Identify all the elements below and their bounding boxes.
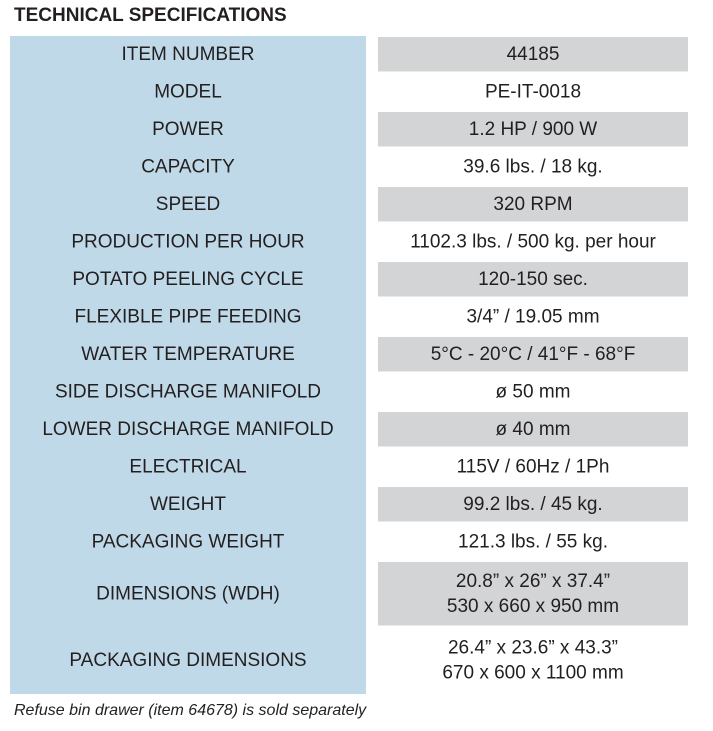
spec-value: 320 RPM [493,194,572,215]
value-cell [378,412,688,447]
spec-label: ELECTRICAL [129,456,246,477]
spec-value: 670 x 600 x 1100 mm [442,662,623,683]
spec-value: 44185 [507,44,560,65]
spec-label: MODEL [154,81,222,102]
spec-value: 120-150 sec. [478,269,588,290]
spec-value: 530 x 660 x 950 mm [447,596,619,617]
value-cell [378,187,688,222]
title: TECHNICAL SPECIFICATIONS [14,5,287,26]
value-cell [378,112,688,147]
spec-value: 3/4” / 19.05 mm [466,306,599,327]
spec-label: SPEED [156,194,220,215]
spec-value: 1.2 HP / 900 W [469,119,598,140]
spec-label: LOWER DISCHARGE MANIFOLD [42,419,333,440]
spec-label: WEIGHT [150,494,226,515]
spec-label: DIMENSIONS (WDH) [96,583,280,604]
spec-label: CAPACITY [141,156,235,177]
spec-value: 99.2 lbs. / 45 kg. [463,494,602,515]
spec-label: PACKAGING DIMENSIONS [69,650,306,671]
value-cell [378,487,688,522]
spec-label: SIDE DISCHARGE MANIFOLD [55,381,321,402]
spec-label: PRODUCTION PER HOUR [71,231,304,252]
spec-value: 115V / 60Hz / 1Ph [457,456,610,477]
spec-value: 39.6 lbs. / 18 kg. [463,156,602,177]
spec-value: 5°C - 20°C / 41°F - 68°F [431,344,636,365]
value-cell [378,337,688,372]
value-cell [378,262,688,297]
spec-value: 121.3 lbs. / 55 kg. [458,531,608,552]
spec-value: ø 50 mm [496,381,571,402]
spec-value: PE-IT-0018 [485,81,581,102]
spec-label: WATER TEMPERATURE [81,344,295,365]
spec-value: 26.4” x 23.6” x 43.3” [448,637,618,658]
spec-label: POWER [152,119,224,140]
spec-value: 20.8” x 26” x 37.4” [456,571,610,592]
label-column [10,36,366,694]
spec-label: ITEM NUMBER [122,44,255,65]
spec-label: FLEXIBLE PIPE FEEDING [74,306,301,327]
value-cell [378,37,688,72]
spec-label: PACKAGING WEIGHT [92,531,285,552]
footnote: Refuse bin drawer (item 64678) is sold s… [14,702,367,719]
spec-label: POTATO PEELING CYCLE [72,269,303,290]
value-cell [378,562,688,626]
spec-value: 1102.3 lbs. / 500 kg. per hour [410,231,656,252]
spec-value: ø 40 mm [496,419,571,440]
